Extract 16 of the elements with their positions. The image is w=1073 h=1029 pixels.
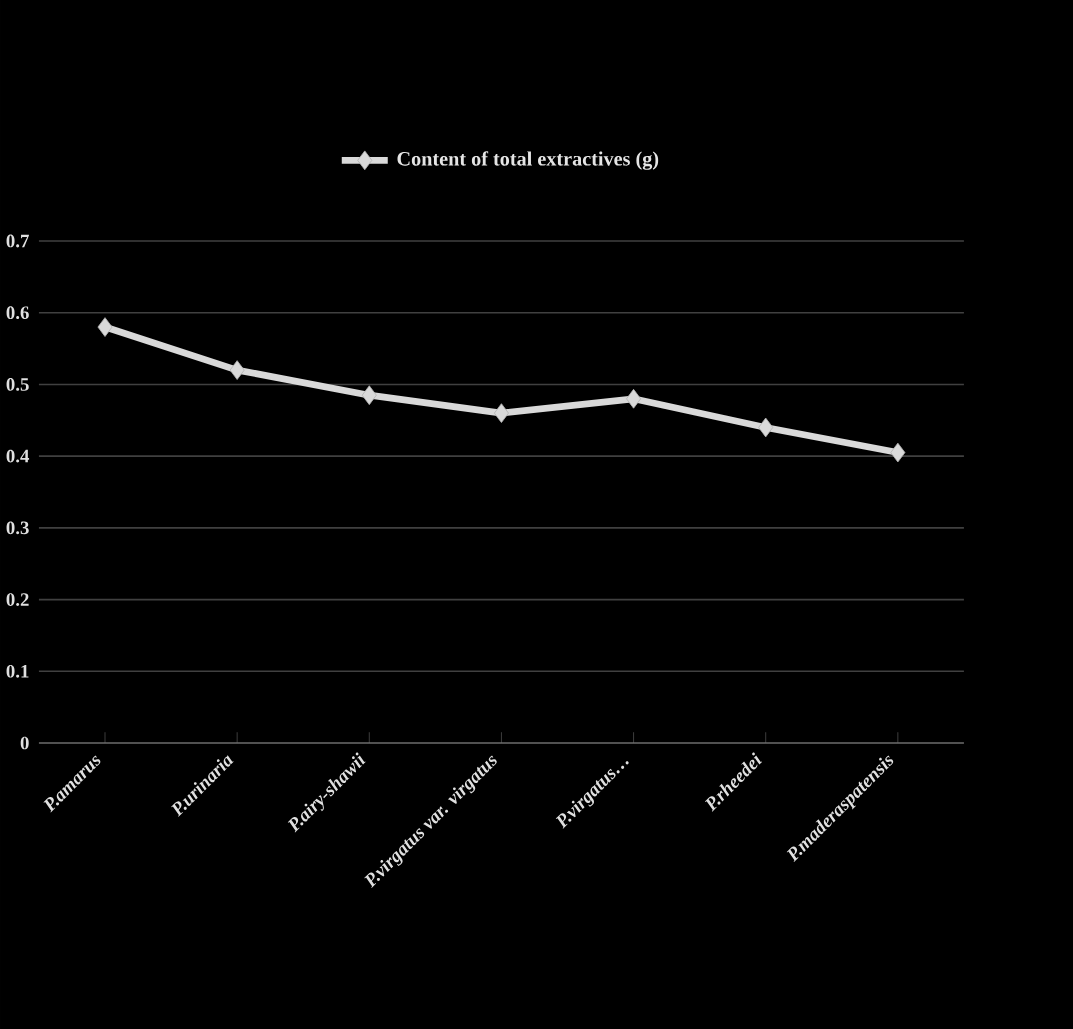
y-tick-label: 0.2: [6, 593, 29, 606]
y-tick-label: 0.4: [6, 449, 30, 463]
point: [758, 417, 774, 438]
point: [361, 385, 377, 406]
y-tick-label: 0.3: [6, 521, 29, 535]
y-tick-label: 0.6: [6, 306, 29, 320]
point: [97, 317, 113, 337]
y-tick-label: 0.7: [6, 234, 29, 248]
y-tick-label: 0.5: [6, 378, 29, 391]
point: [493, 403, 509, 423]
point: [229, 360, 245, 380]
point: [626, 388, 642, 409]
point: [890, 442, 906, 463]
y-tick-label: 0.1: [6, 664, 29, 678]
legend-label: Content of total extractives (g): [397, 151, 659, 170]
y-tick-label: 0: [20, 736, 29, 750]
